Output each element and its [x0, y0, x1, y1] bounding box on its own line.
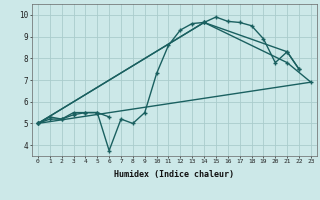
X-axis label: Humidex (Indice chaleur): Humidex (Indice chaleur) — [115, 170, 234, 179]
